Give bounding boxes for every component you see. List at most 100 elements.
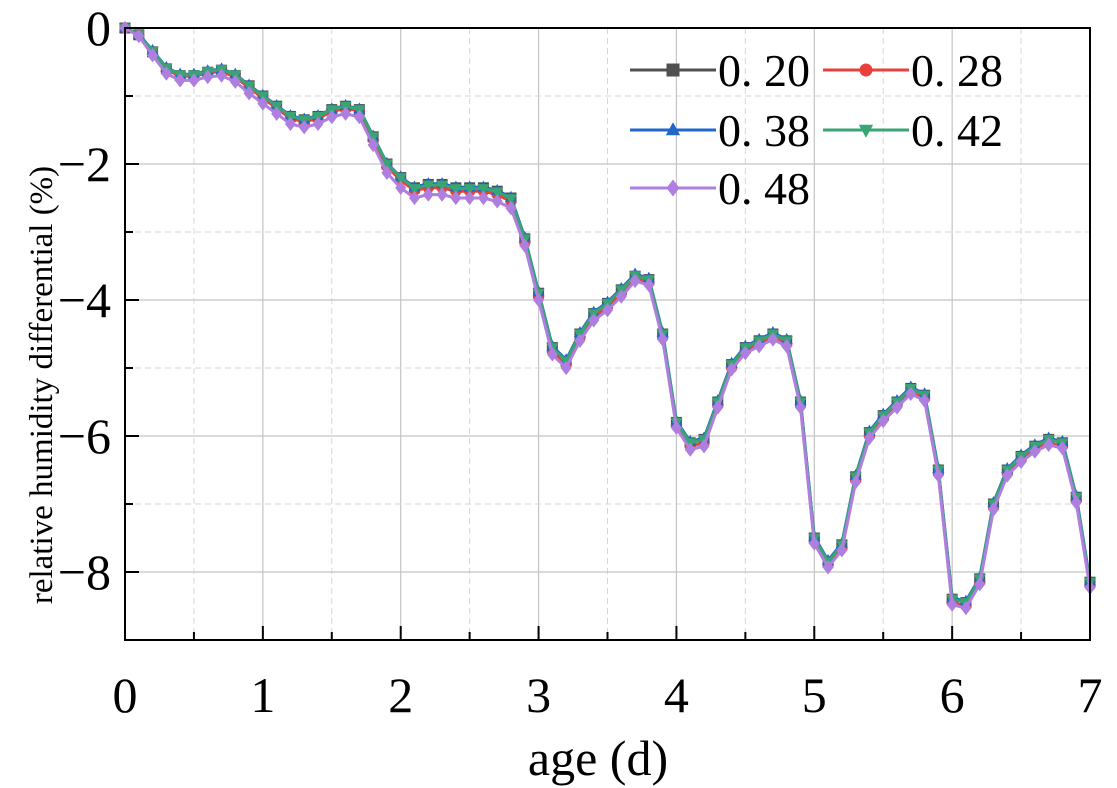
legend: 0. 20 0. 28 0. 38 0. 42 0. 48: [630, 45, 1003, 214]
data-point: [519, 238, 531, 253]
data-point: [491, 187, 504, 199]
legend-label: 0. 28: [911, 45, 1003, 96]
data-point: [1001, 468, 1013, 483]
data-point: [229, 74, 241, 89]
data-point: [781, 339, 793, 354]
data-point: [449, 184, 462, 196]
data-point: [491, 194, 503, 209]
data-point: [1015, 454, 1027, 469]
data-point: [409, 190, 420, 206]
data-point: [477, 184, 490, 196]
data-point: [326, 109, 338, 125]
data-point: [202, 69, 214, 85]
data-point: [422, 187, 434, 202]
series-048: [119, 20, 1096, 616]
data-point: [133, 29, 145, 44]
data-point: [546, 347, 558, 362]
x-tick-label: 6: [940, 667, 965, 723]
data-point: [298, 120, 310, 135]
data-point: [795, 400, 806, 415]
data-point: [380, 159, 393, 171]
data-point: [257, 96, 269, 111]
data-point: [767, 332, 779, 347]
data-point: [836, 543, 848, 558]
data-point: [395, 180, 407, 195]
data-point: [477, 190, 489, 206]
data-point: [974, 577, 986, 592]
data-point: [905, 386, 917, 401]
data-point: [243, 86, 255, 101]
series-layer: [118, 20, 1097, 616]
data-point: [367, 137, 379, 153]
data-point: [629, 273, 641, 289]
data-point: [643, 277, 655, 293]
data-point: [174, 73, 186, 88]
data-point: [891, 400, 903, 415]
x-tick-label: 0: [113, 667, 138, 723]
data-point: [381, 165, 393, 180]
y-tick-label: 0: [86, 0, 111, 56]
data-point: [850, 475, 862, 490]
data-point: [574, 333, 586, 348]
data-point: [859, 63, 873, 77]
data-point: [960, 600, 972, 616]
data-point: [1070, 495, 1082, 510]
x-tick-label: 1: [250, 667, 275, 723]
data-point: [712, 400, 724, 415]
data-point: [408, 184, 421, 196]
data-point: [858, 124, 874, 138]
legend-label: 0. 38: [718, 105, 810, 156]
data-point: [863, 430, 875, 446]
data-point: [822, 560, 834, 575]
data-point: [394, 173, 407, 185]
data-point: [505, 201, 517, 216]
data-point: [312, 116, 324, 132]
x-axis-title: age (d): [528, 730, 668, 786]
data-point: [665, 122, 681, 136]
data-point: [670, 420, 682, 435]
data-point: [160, 66, 172, 81]
data-point: [946, 597, 958, 612]
y-tick-label: −4: [58, 272, 111, 328]
data-point: [504, 194, 518, 206]
x-tick-label: 2: [388, 667, 413, 723]
data-point: [188, 73, 200, 88]
data-point: [422, 180, 435, 192]
data-point: [739, 345, 751, 361]
data-point: [808, 536, 820, 551]
data-point: [216, 68, 227, 83]
data-point: [666, 63, 680, 77]
x-tick-label: 5: [802, 667, 827, 723]
data-point: [450, 190, 462, 206]
data-point: [271, 106, 283, 121]
legend-label: 0. 42: [911, 105, 1003, 156]
axis-ticks: [124, 27, 1091, 641]
y-tick-label: −2: [58, 136, 111, 192]
data-point: [684, 442, 696, 457]
data-point: [284, 116, 296, 132]
data-point: [919, 393, 931, 408]
data-point: [147, 48, 159, 63]
data-point: [602, 303, 613, 318]
data-point: [1029, 444, 1041, 459]
data-point: [588, 313, 600, 328]
data-point: [464, 190, 476, 206]
data-point: [932, 468, 944, 483]
x-tick-label: 7: [1078, 667, 1103, 723]
data-point: [753, 339, 765, 354]
y-tick-label: −8: [58, 544, 111, 600]
data-point: [666, 179, 680, 197]
tick-labels: 0 1 2 3 4 5 6 7 0 −2 −4 −6 −8: [58, 0, 1103, 723]
data-point: [436, 187, 448, 202]
data-point: [988, 502, 999, 517]
data-point: [463, 184, 476, 196]
data-point: [340, 106, 352, 121]
data-point: [657, 332, 669, 347]
legend-label: 0. 20: [718, 45, 810, 96]
data-point: [726, 362, 738, 377]
x-tick-label: 3: [526, 667, 551, 723]
legend-label: 0. 48: [718, 163, 810, 214]
data-point: [436, 180, 449, 192]
y-axis-title: relative humidity differential (%): [24, 166, 60, 604]
data-point: [698, 439, 710, 454]
